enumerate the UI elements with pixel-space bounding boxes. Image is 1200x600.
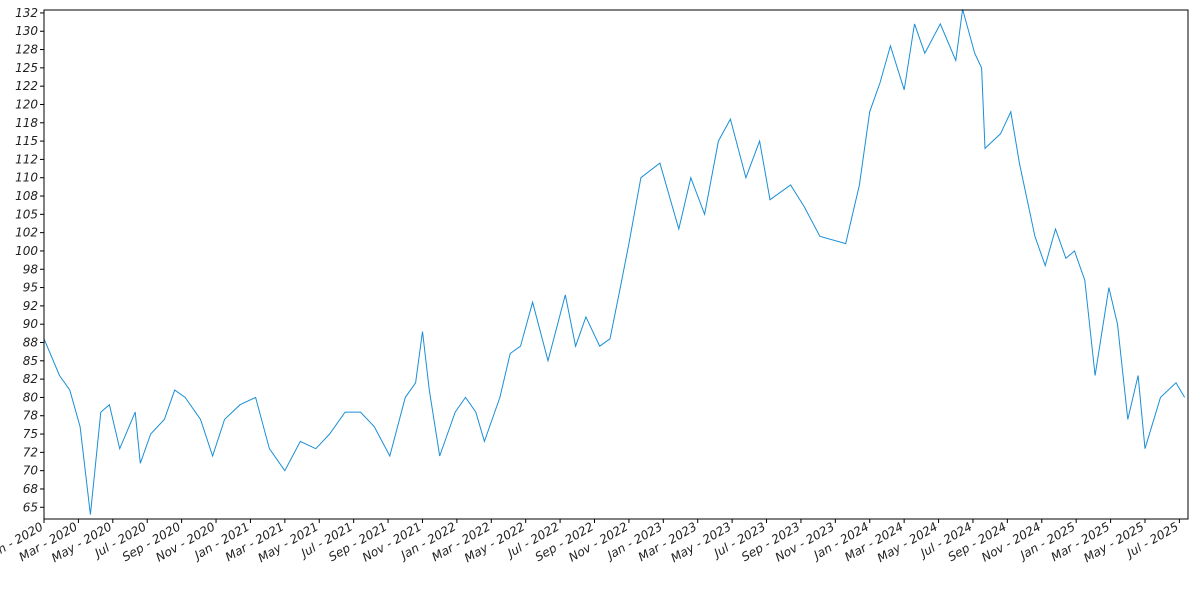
y-tick-label: 85 xyxy=(23,354,38,368)
y-tick-label: 112 xyxy=(15,152,38,166)
y-tick-label: 118 xyxy=(15,116,38,130)
y-tick-label: 105 xyxy=(15,207,38,221)
y-tick-label: 82 xyxy=(23,372,38,386)
y-tick-label: 125 xyxy=(15,61,38,75)
price-line xyxy=(43,9,1186,515)
plot-frame xyxy=(43,9,1189,520)
y-tick-label: 90 xyxy=(23,317,39,331)
y-tick-label: 95 xyxy=(23,281,38,295)
y-tick-label: 115 xyxy=(15,134,38,148)
y-tick-label: 98 xyxy=(23,262,39,276)
y-tick-label: 100 xyxy=(15,244,38,258)
y-tick-label: 128 xyxy=(15,43,38,57)
y-tick-label: 120 xyxy=(15,97,38,111)
y-tick-label: 80 xyxy=(23,390,39,404)
y-tick-label: 108 xyxy=(15,189,38,203)
y-tick-label: 70 xyxy=(23,464,39,478)
y-tick-label: 75 xyxy=(23,427,38,441)
y-tick-label: 78 xyxy=(23,409,39,423)
y-tick-label: 72 xyxy=(23,445,38,459)
y-tick-label: 92 xyxy=(23,299,38,313)
y-tick-label: 68 xyxy=(23,482,39,496)
y-tick-label: 132 xyxy=(15,6,38,20)
y-tick-label: 65 xyxy=(23,500,38,514)
y-tick-label: 130 xyxy=(15,24,38,38)
y-tick-label: 102 xyxy=(15,226,38,240)
y-tick-label: 122 xyxy=(15,79,38,93)
y-tick-label: 88 xyxy=(23,335,39,349)
y-tick-label: 110 xyxy=(15,171,38,185)
